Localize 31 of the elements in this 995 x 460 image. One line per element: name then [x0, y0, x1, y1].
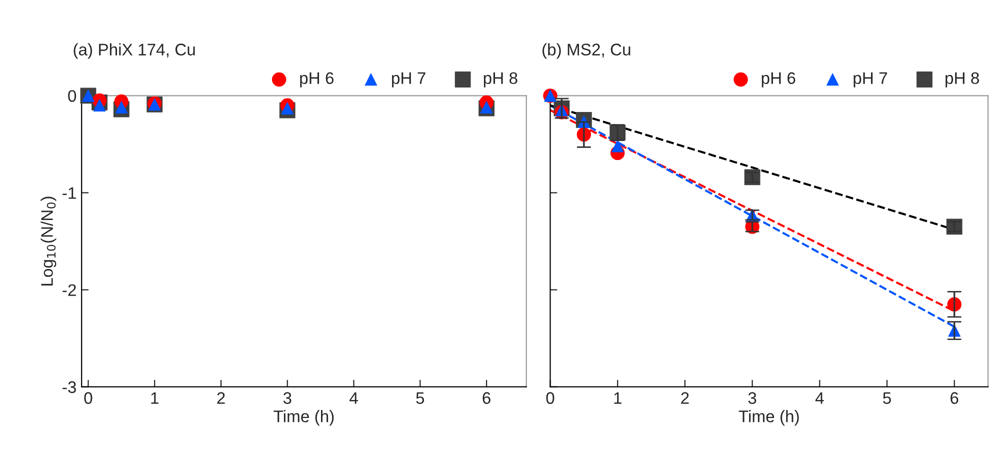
chart-title: (b) MS2, Cu — [542, 43, 630, 59]
x-tick-label: 2 — [681, 392, 689, 404]
legend-label: pH 8 — [946, 72, 979, 88]
x-tick-label: 0 — [84, 392, 92, 404]
x-tick-label: 1 — [151, 392, 158, 404]
y-tick-label: -2 — [62, 284, 76, 296]
legend-label: pH 7 — [854, 72, 887, 88]
y-tick-label: -3 — [62, 381, 76, 394]
chart-title: (a) PhiX 174, Cu — [74, 43, 195, 59]
point — [611, 140, 624, 152]
x-tick-label: 5 — [416, 392, 424, 404]
legend-label: pH 7 — [392, 72, 426, 88]
x-tick-label: 6 — [482, 392, 490, 404]
x-axis-title: Time (h) — [738, 410, 799, 426]
x-tick-label: 1 — [614, 392, 622, 404]
x-tick-label: 4 — [815, 392, 824, 404]
y-tick-label: 0 — [68, 90, 76, 102]
x-tick-label: 6 — [950, 392, 958, 404]
x-tick-label: 4 — [350, 392, 358, 404]
legend-label: pH 6 — [300, 72, 334, 88]
x-tick-label: 3 — [283, 392, 292, 404]
x-tick-label: 2 — [217, 392, 225, 404]
x-tick-label: 0 — [546, 392, 554, 404]
x-axis-title: Time (h) — [274, 410, 334, 426]
x-tick-label: 5 — [883, 392, 891, 404]
point — [93, 99, 106, 112]
legend-label: pH 6 — [762, 72, 796, 88]
y-tick-label: -1 — [62, 187, 76, 199]
y-axis-title: Log$_{10}$(N/N$_{0}$) — [40, 196, 56, 286]
legend-label: pH 8 — [484, 72, 518, 88]
x-tick-label: 3 — [748, 392, 756, 404]
